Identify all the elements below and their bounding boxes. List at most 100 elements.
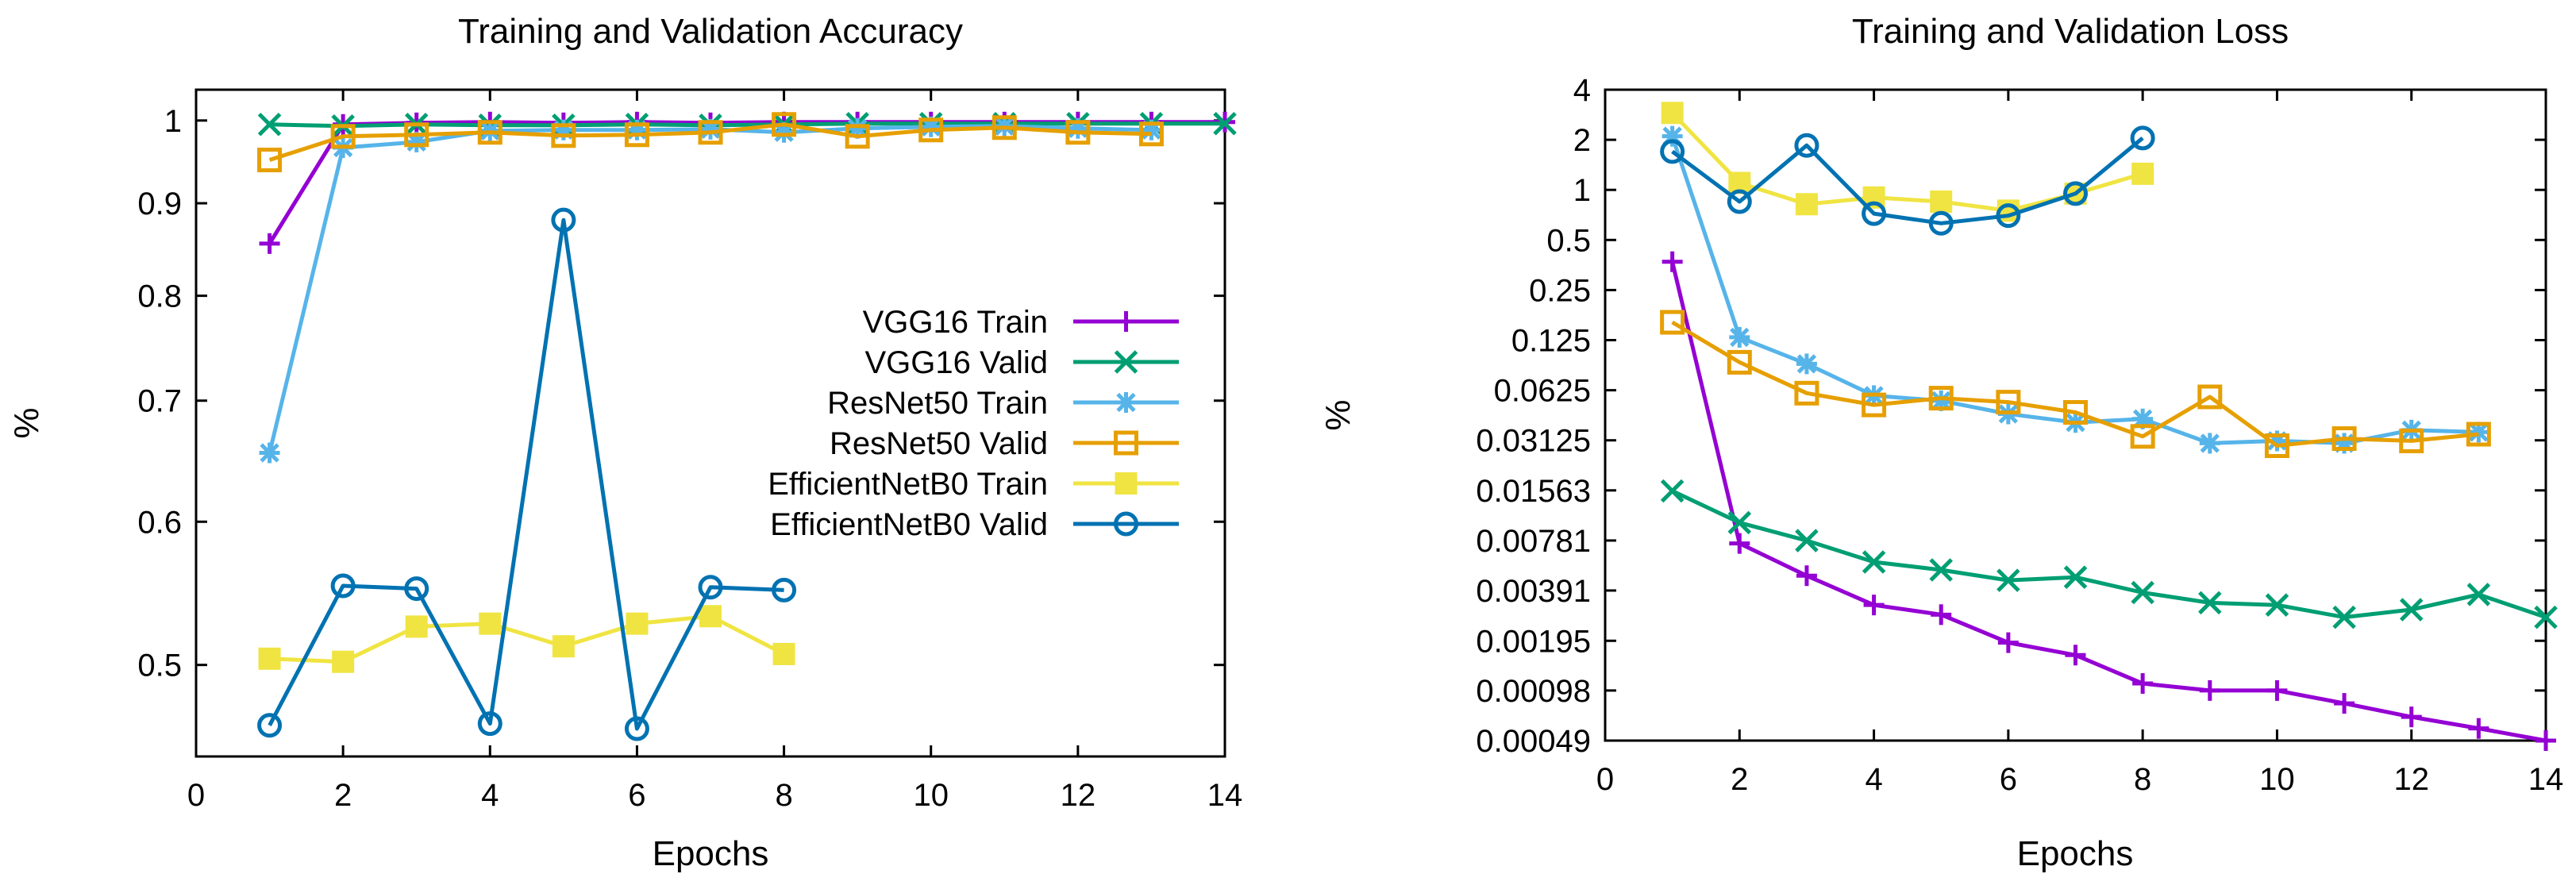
- loss-vgg16-train-point: [2266, 679, 2288, 701]
- loss-resnet50-valid-point: [2197, 384, 2223, 410]
- accuracy-efficientnetb0-train-point: [405, 615, 428, 638]
- loss-vgg16-train-point: [2199, 679, 2220, 701]
- loss-resnet50-train-point: [2468, 421, 2489, 443]
- legend-resnet50-valid-marker-sample: [1114, 430, 1138, 456]
- legend-efficientnetb0-train-marker-sample: [1115, 472, 1138, 495]
- loss-efficientnetb0-valid-point: [1660, 139, 1685, 164]
- accuracy-vgg16-valid-point: [257, 113, 282, 137]
- legend-efficientnetb0-valid: EfficientNetB0 Valid: [770, 507, 1179, 542]
- loss-chart: Training and Validation Loss 0 2 4 6 8 10 12 14…: [1319, 12, 2563, 873]
- accuracy-efficientnetb0-valid-point: [330, 573, 356, 599]
- accuracy-resnet50-valid-point: [698, 120, 723, 145]
- accuracy-efficientnetb0-train-series: [258, 605, 795, 673]
- loss-resnet50-valid-point: [1996, 390, 2021, 415]
- accuracy-efficientnetb0-train-point: [479, 612, 502, 635]
- accuracy-y-tick-label: 0.6: [137, 505, 182, 540]
- loss-vgg16-valid-point: [1862, 550, 1886, 574]
- accuracy-efficientnetb0-valid-point: [624, 716, 649, 741]
- accuracy-resnet50-valid-point: [551, 123, 576, 148]
- accuracy-resnet50-valid-point: [477, 120, 502, 145]
- accuracy-resnet50-valid-point: [772, 112, 797, 137]
- loss-y-tick-label: 0.00098: [1476, 674, 1591, 709]
- loss-vgg16-train-point: [1863, 595, 1885, 616]
- accuracy-efficientnetb0-valid-point: [477, 711, 502, 737]
- loss-series: [1660, 102, 2558, 751]
- loss-vgg16-valid-point: [1929, 558, 1953, 582]
- accuracy-resnet50-valid-line: [268, 122, 1152, 162]
- legend-efficientnetb0-valid-marker-sample: [1114, 511, 1138, 537]
- loss-resnet50-valid-point: [1862, 392, 1887, 418]
- loss-resnet50-valid-series: [1660, 310, 2491, 459]
- loss-x-tick-label: 6: [2000, 762, 2017, 797]
- loss-x-ticks: 0 2 4 6 8 10 12 14: [1596, 90, 2563, 797]
- accuracy-efficientnetb0-valid-point: [772, 577, 797, 602]
- loss-vgg16-valid-point: [2265, 593, 2289, 617]
- loss-vgg16-train-point: [1729, 533, 1750, 554]
- accuracy-resnet50-valid-point: [257, 148, 283, 173]
- accuracy-vgg16-train-point: [259, 233, 280, 254]
- accuracy-y-axis-label: %: [7, 407, 46, 438]
- accuracy-x-tick-label: 8: [775, 778, 792, 813]
- accuracy-efficientnetb0-train-point: [258, 647, 281, 670]
- loss-efficientnetb0-valid-point: [1928, 210, 1954, 236]
- accuracy-x-tick-label: 12: [1061, 778, 1096, 813]
- loss-vgg16-valid-point: [2063, 565, 2088, 589]
- accuracy-x-tick-label: 14: [1207, 778, 1243, 813]
- loss-resnet50-valid-line: [1671, 320, 2479, 448]
- loss-resnet50-train-point: [1796, 353, 1817, 375]
- loss-resnet50-valid-point: [1928, 386, 1954, 411]
- loss-efficientnetb0-valid-point: [1996, 203, 2021, 229]
- loss-resnet50-train-point: [2199, 433, 2220, 454]
- loss-vgg16-valid-point: [2466, 583, 2491, 606]
- loss-vgg16-train-point: [2065, 645, 2086, 666]
- loss-x-tick-label: 12: [2393, 762, 2429, 797]
- loss-y-tick-label: 4: [1573, 73, 1591, 108]
- loss-efficientnetb0-train-point: [1728, 171, 1751, 194]
- loss-plot-frame: [1604, 88, 2547, 742]
- legend-vgg16-valid-marker-sample: [1114, 350, 1138, 374]
- loss-vgg16-valid-line: [1671, 489, 2547, 620]
- loss-resnet50-valid-point: [2063, 400, 2088, 425]
- loss-y-tick-label: 0.5: [1546, 223, 1591, 258]
- loss-vgg16-valid-point: [1660, 479, 1685, 503]
- loss-y-axis-label: %: [1319, 399, 1357, 430]
- accuracy-efficientnetb0-train-point: [699, 605, 722, 628]
- loss-resnet50-valid-point: [1727, 349, 1752, 375]
- legend-resnet50-valid-label: ResNet50 Valid: [830, 426, 1048, 461]
- accuracy-y-tick-label: 1: [164, 104, 182, 139]
- loss-resnet50-valid-point: [1794, 380, 1819, 406]
- loss-vgg16-train-point: [1931, 604, 1952, 625]
- loss-y-tick-label: 0.01563: [1476, 474, 1591, 509]
- accuracy-resnet50-valid-point: [918, 117, 944, 143]
- loss-efficientnetb0-train-point: [1661, 102, 1684, 125]
- accuracy-resnet50-valid-point: [330, 124, 356, 149]
- accuracy-resnet50-valid-point: [624, 122, 649, 148]
- accuracy-resnet50-valid-point: [404, 122, 429, 148]
- accuracy-x-tick-label: 2: [334, 778, 352, 813]
- loss-y-tick-label: 2: [1573, 123, 1591, 158]
- legend-resnet50-valid: ResNet50 Valid: [830, 426, 1179, 461]
- loss-vgg16-train-point: [1997, 632, 2019, 653]
- accuracy-efficientnetb0-train-point: [552, 635, 575, 658]
- loss-y-tick-label: 0.00195: [1476, 624, 1591, 659]
- accuracy-x-axis-label: Epochs: [653, 834, 769, 873]
- accuracy-x-tick-label: 4: [481, 778, 499, 813]
- accuracy-resnet50-valid-point: [845, 124, 870, 149]
- loss-y-tick-label: 0.25: [1529, 273, 1591, 308]
- legend-resnet50-train: ResNet50 Train: [827, 386, 1179, 421]
- loss-vgg16-valid-point: [2198, 591, 2222, 615]
- loss-resnet50-valid-point: [2264, 433, 2289, 459]
- loss-vgg16-train-point: [2536, 730, 2556, 751]
- accuracy-x-tick-label: 6: [628, 778, 645, 813]
- loss-efficientnetb0-valid-point: [1727, 189, 1752, 214]
- accuracy-y-tick-label: 0.8: [137, 279, 182, 314]
- accuracy-efficientnetb0-valid-series: [257, 207, 797, 741]
- loss-chart-title: Training and Validation Loss: [1852, 12, 2289, 51]
- legend-resnet50-train-marker-sample: [1115, 392, 1137, 413]
- accuracy-resnet50-train-point: [259, 442, 280, 464]
- loss-resnet50-valid-point: [2130, 424, 2155, 449]
- loss-vgg16-train-point: [1796, 565, 1817, 587]
- legend-efficientnetb0-train: EfficientNetB0 Train: [768, 467, 1179, 502]
- accuracy-efficientnetb0-train-line: [269, 614, 785, 664]
